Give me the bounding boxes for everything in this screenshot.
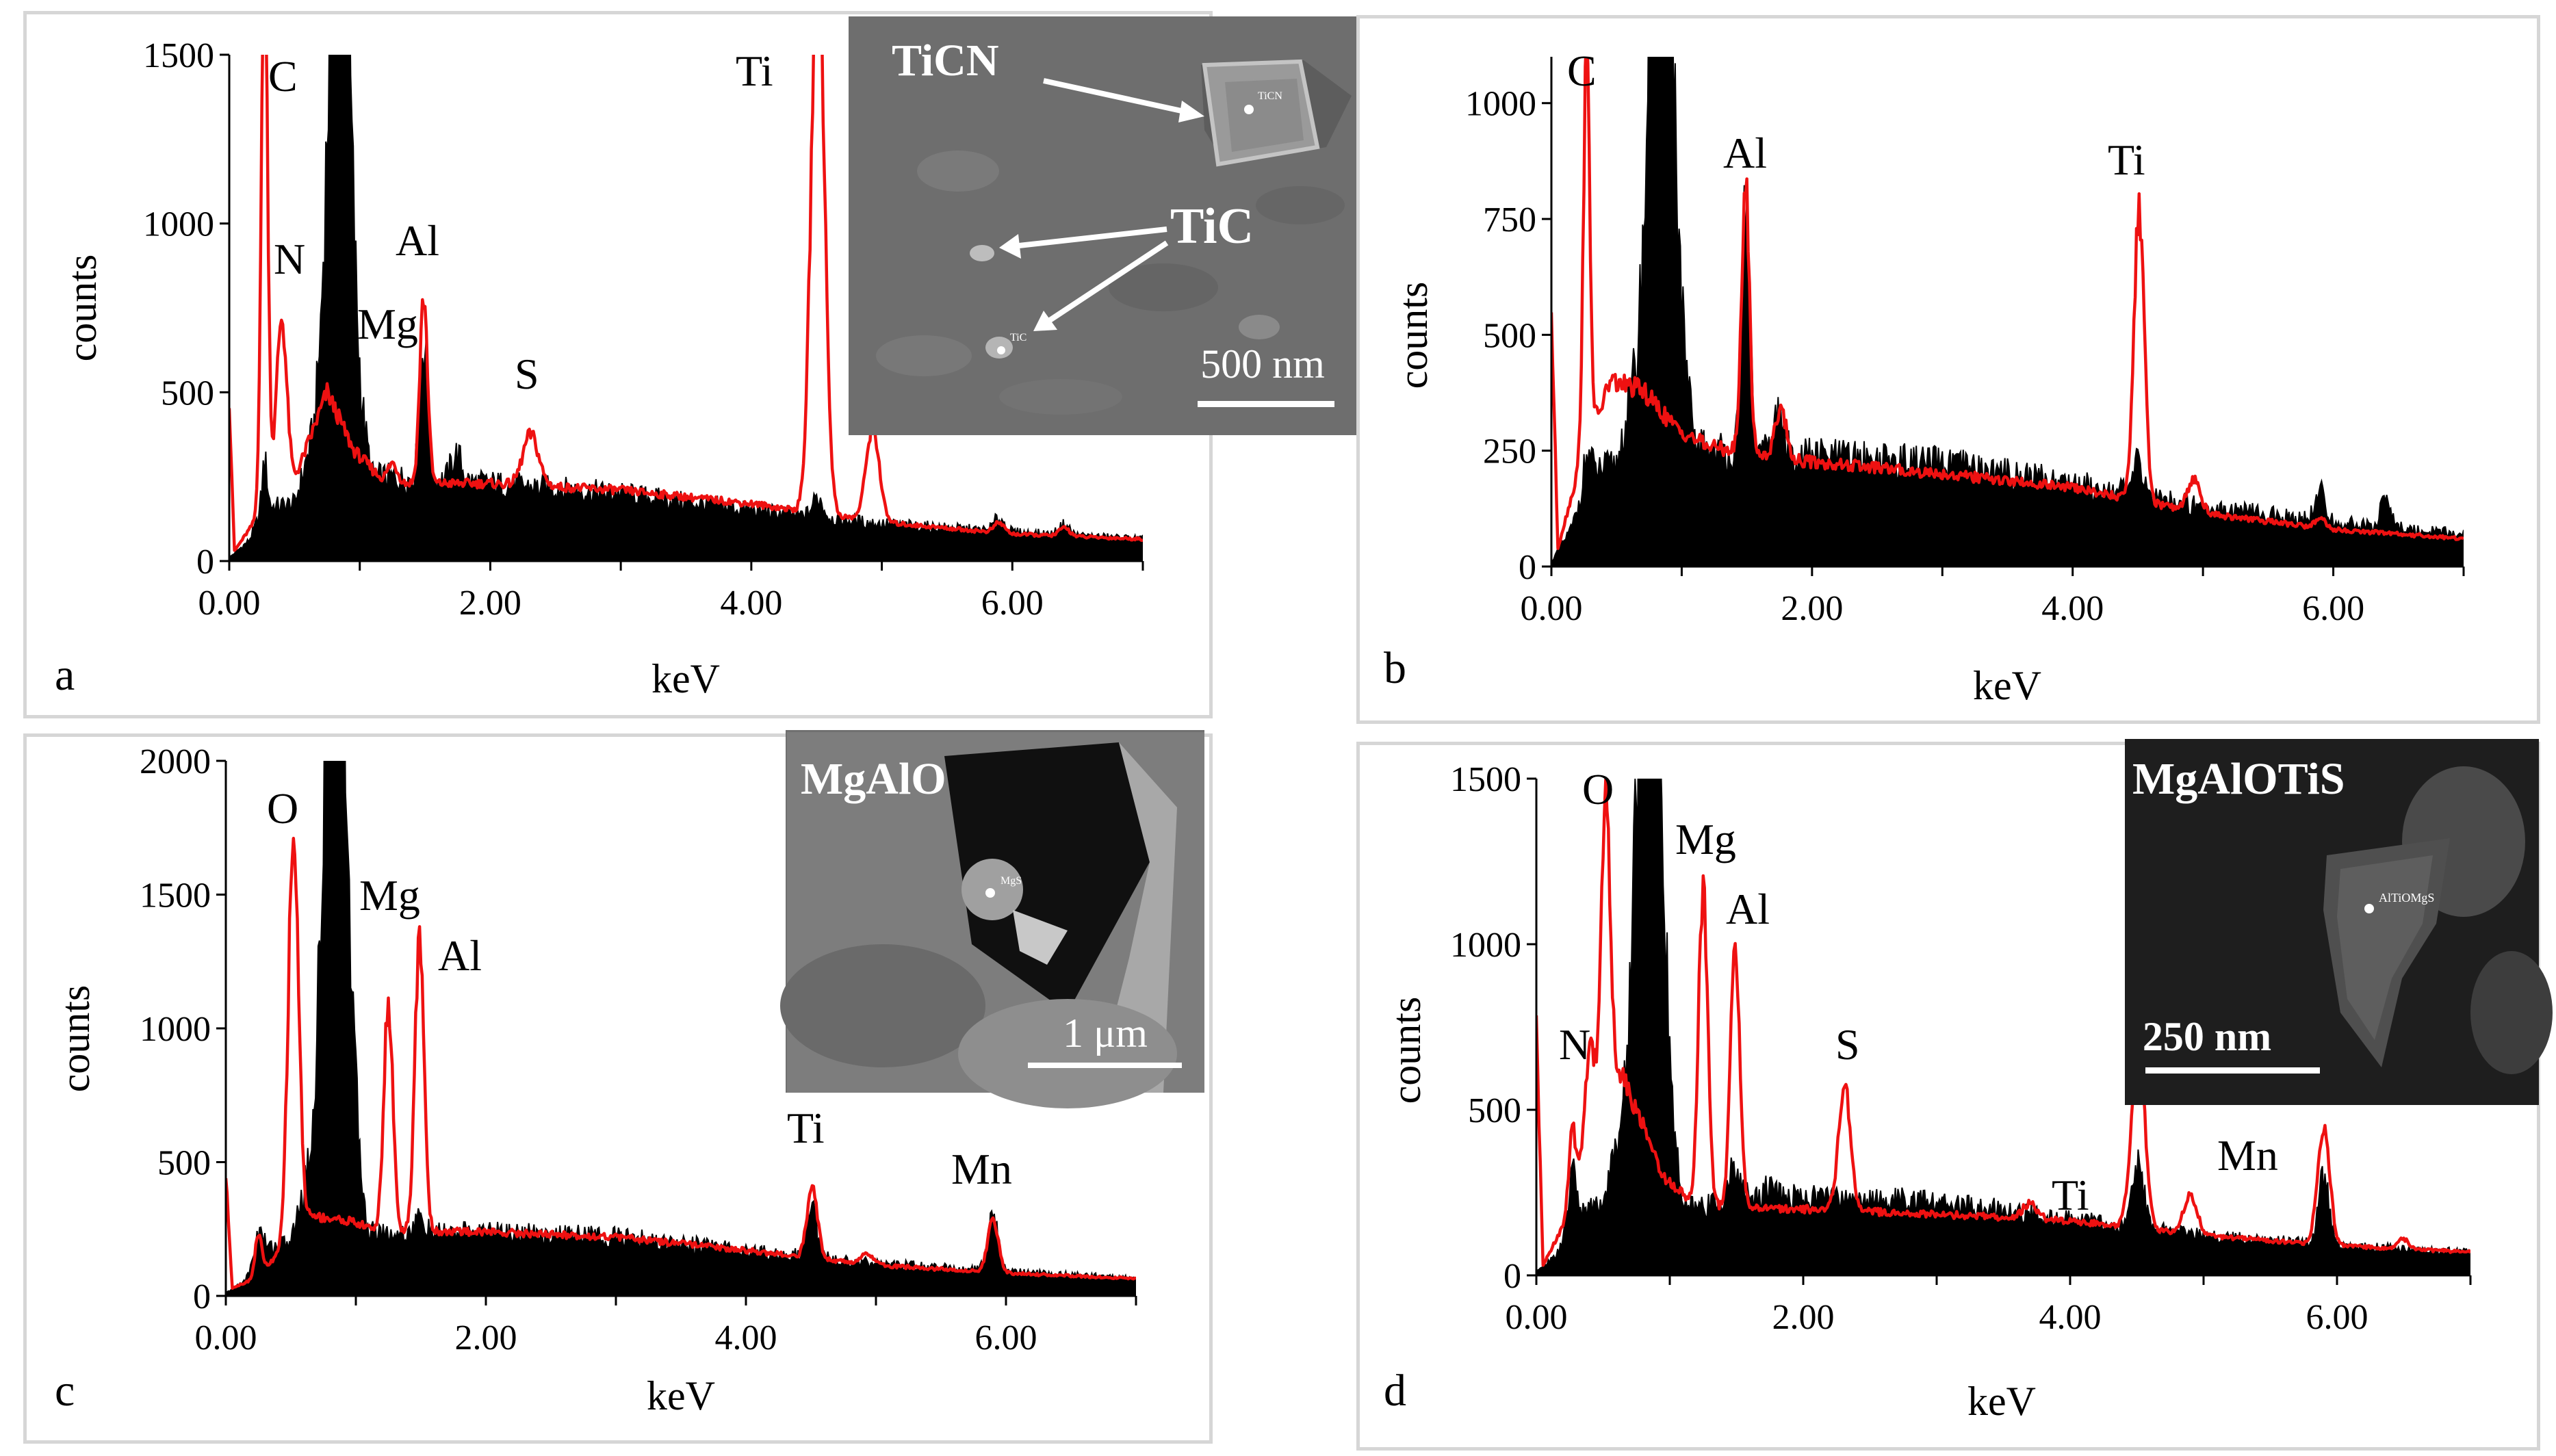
- spot-label-ticn: TiCN: [1258, 90, 1282, 102]
- panel-b: [1356, 15, 2540, 724]
- panel-a: [23, 11, 1213, 718]
- scalebar-label-a: 500 nm: [1200, 341, 1325, 387]
- scalebar-a: [1198, 401, 1334, 407]
- panel-d: [1356, 742, 2540, 1451]
- panel-c: [23, 733, 1213, 1444]
